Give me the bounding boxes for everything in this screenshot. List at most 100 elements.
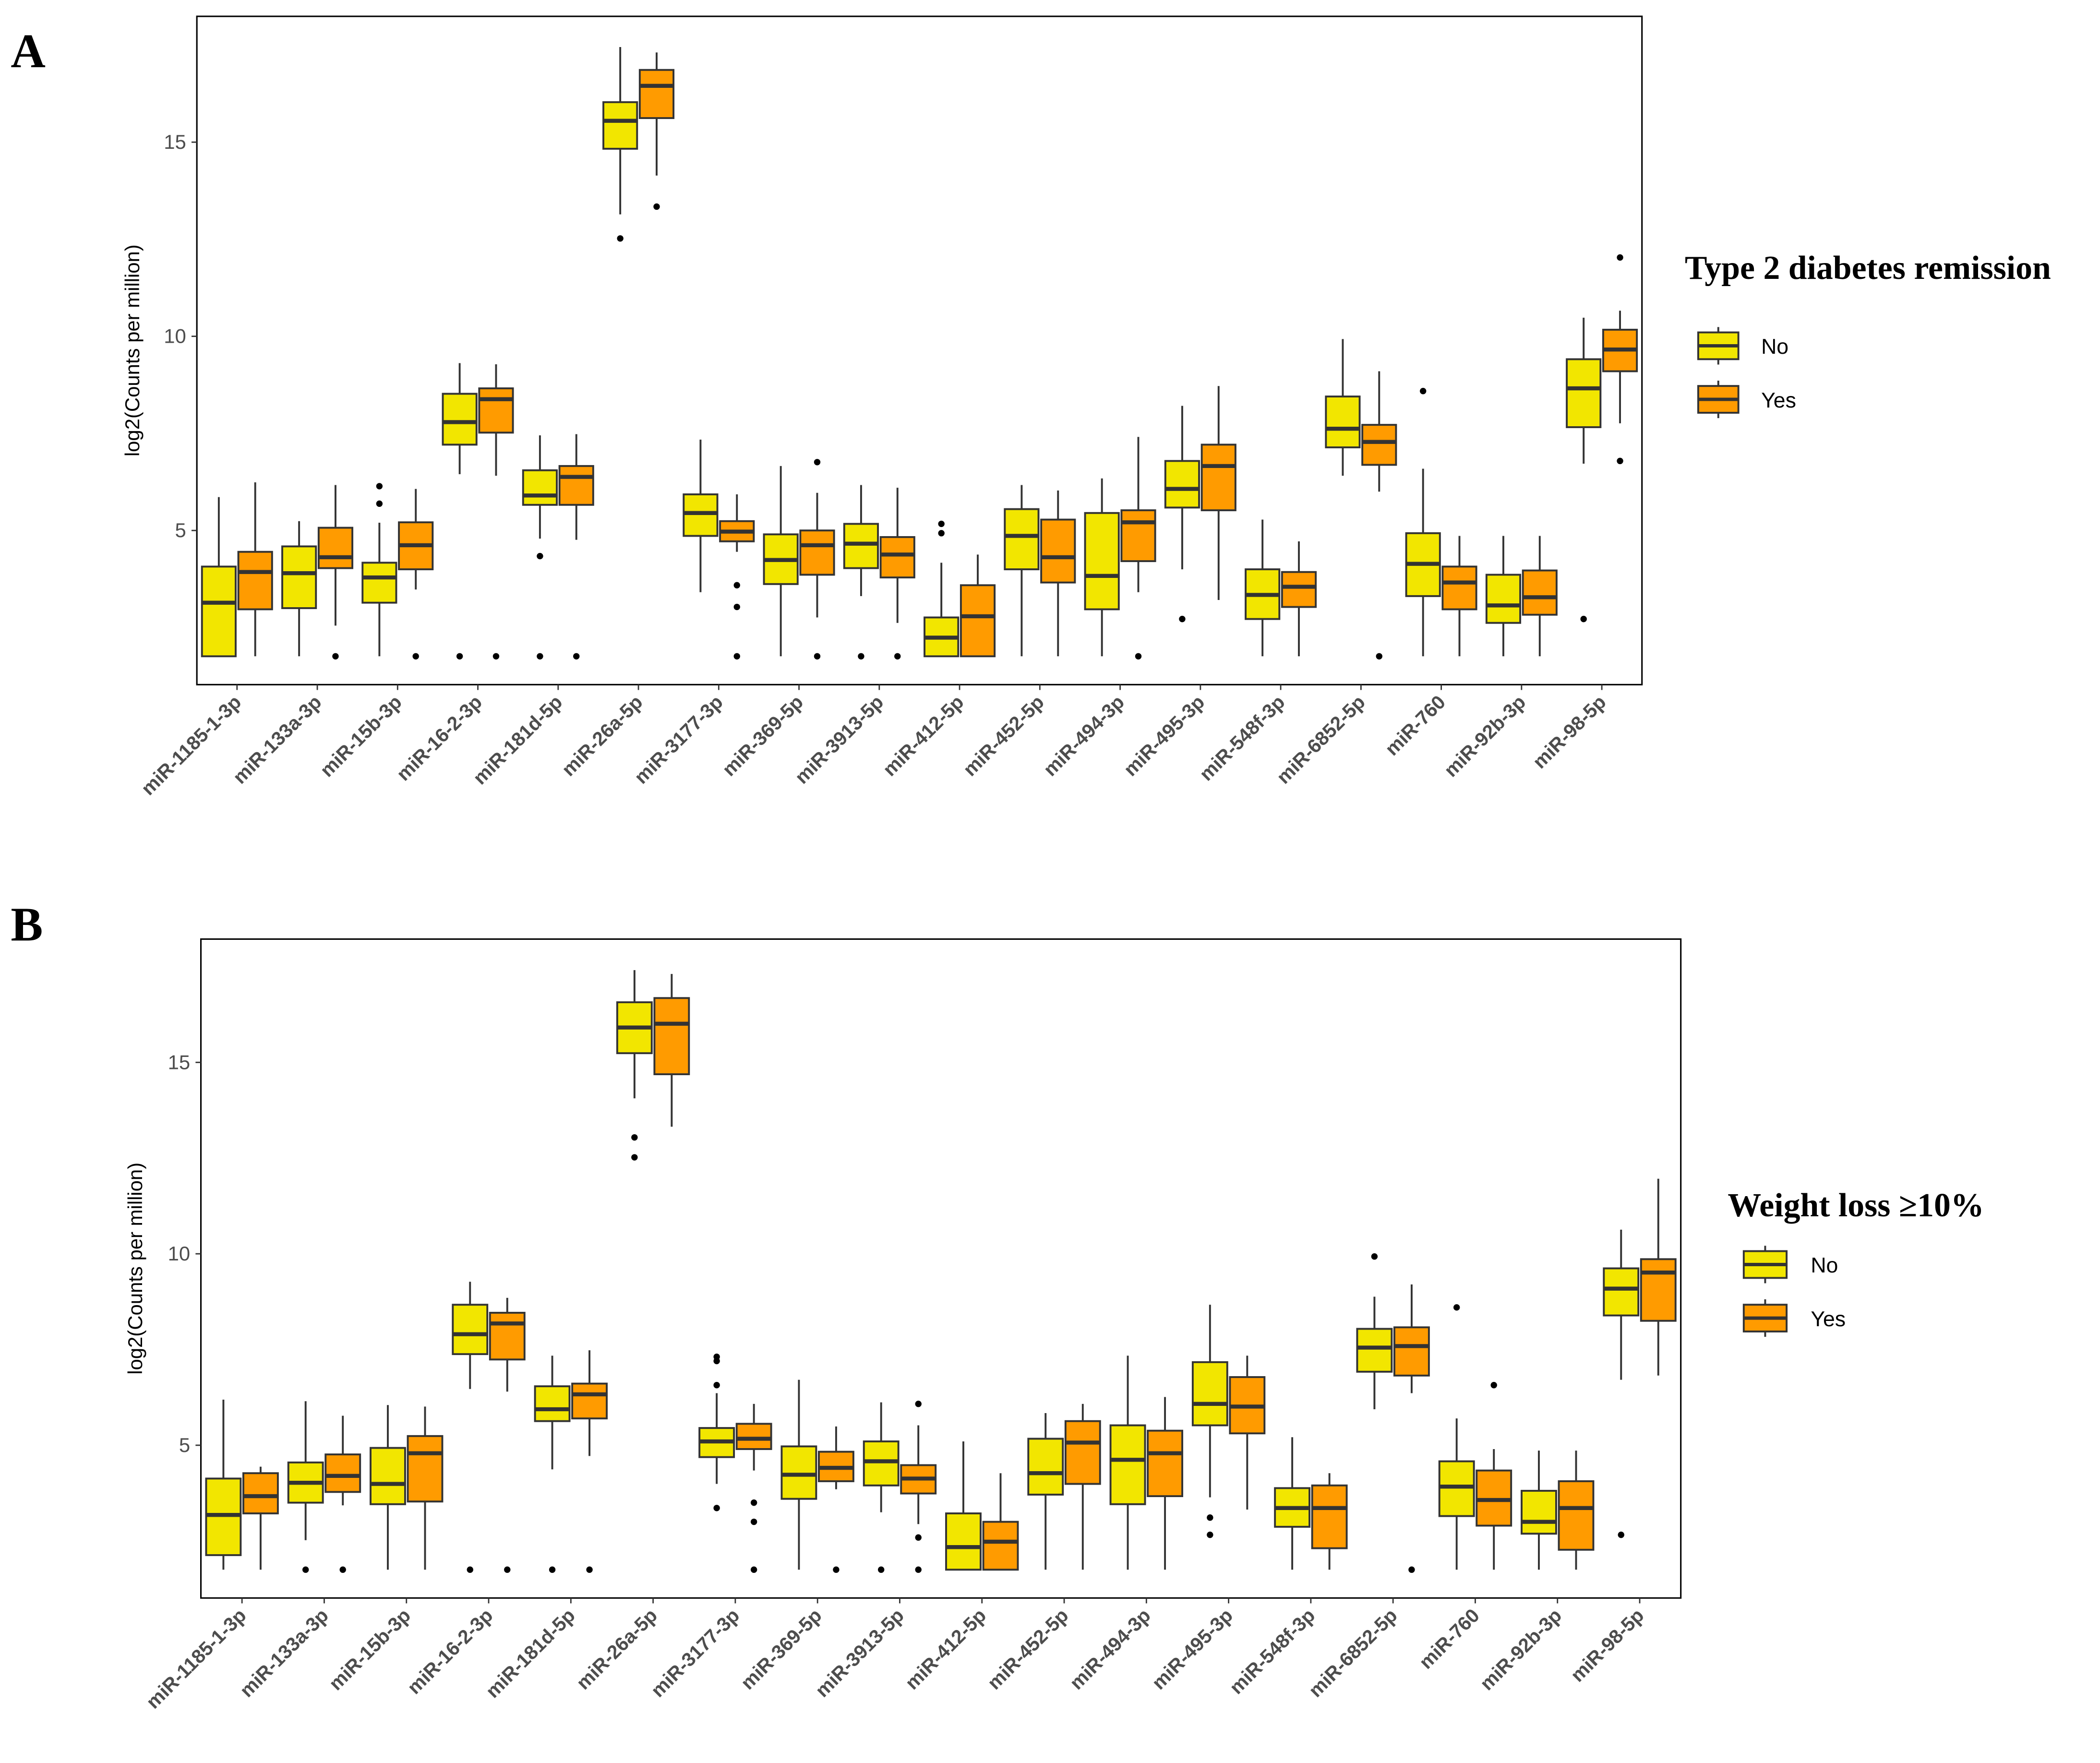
box-iqr (780, 1445, 817, 1500)
box-no (442, 363, 478, 660)
box-yes (653, 974, 690, 1127)
legend: Weight loss ≥10% No Yes (1728, 1187, 1984, 1337)
box-yes (478, 364, 514, 660)
x-tick-label: miR-495-3p (1147, 1604, 1237, 1694)
box-yes (1120, 437, 1156, 660)
box-iqr (1084, 512, 1120, 611)
box-no (683, 439, 719, 592)
box-no (698, 1354, 735, 1511)
box-yes (237, 482, 273, 657)
x-tick-label: miR-494-3p (1039, 691, 1128, 780)
box-iqr (1603, 1267, 1640, 1317)
box-yes (1229, 1355, 1266, 1510)
outlier-point (1135, 653, 1142, 660)
box-yes (879, 488, 915, 660)
outlier-point (1207, 1514, 1213, 1521)
box-yes (242, 1466, 279, 1570)
outlier-point (733, 582, 740, 588)
outlier-point (631, 1134, 638, 1141)
y-tick-label: 15 (164, 131, 186, 153)
box-iqr (442, 393, 478, 446)
box-yes (1476, 1382, 1512, 1570)
y-tick-label: 10 (168, 1242, 191, 1265)
outlier-point (938, 530, 945, 537)
box-no (1485, 536, 1522, 657)
box-iqr (571, 1382, 608, 1420)
box-iqr (653, 997, 690, 1076)
box-iqr (281, 545, 317, 609)
box-iqr (317, 527, 354, 569)
box-no (287, 1401, 324, 1573)
legend-label: No (1811, 1254, 1838, 1277)
box-no (452, 1282, 489, 1573)
outlier-point (814, 653, 821, 660)
box-iqr (1441, 565, 1477, 611)
outlier-point (713, 1505, 720, 1511)
box-no (205, 1400, 242, 1570)
box-iqr (1566, 358, 1602, 428)
outlier-point (617, 235, 624, 242)
box-no (1274, 1437, 1311, 1570)
outlier-point (302, 1566, 309, 1573)
box-iqr (1004, 508, 1040, 571)
box-yes (1311, 1473, 1348, 1570)
outlier-point (1453, 1304, 1460, 1311)
box-no (1603, 1229, 1640, 1538)
box-no (945, 1441, 982, 1571)
x-tick-label: miR-369-5p (718, 691, 807, 780)
x-tick-label: miR-15b-3p (316, 691, 406, 781)
outlier-point (833, 1566, 840, 1573)
box-iqr (1640, 1258, 1677, 1322)
box-no (370, 1405, 406, 1570)
box-yes (638, 52, 675, 210)
box-yes (1393, 1284, 1430, 1573)
legend-item-yes: Yes (1697, 380, 1796, 419)
box-yes (571, 1350, 608, 1573)
outlier-point (492, 653, 500, 660)
x-tick-label: miR-1185-1-3p (137, 691, 245, 799)
outlier-point (1617, 457, 1623, 465)
outlier-point (750, 1518, 757, 1525)
x-tick-label: miR-760 (1380, 691, 1450, 760)
outlier-point (750, 1566, 757, 1573)
legend-label: Yes (1811, 1307, 1846, 1331)
outlier-point (1618, 1531, 1624, 1538)
box-iqr (1361, 424, 1397, 466)
legend-title: Weight loss ≥10% (1728, 1187, 1984, 1224)
box-iqr (1120, 509, 1156, 563)
outlier-point (1371, 1253, 1378, 1260)
box-iqr (843, 523, 879, 569)
y-tick-label: 10 (164, 325, 186, 348)
outlier-point (733, 603, 740, 611)
outlier-point (878, 1566, 885, 1573)
x-tick-label: miR-494-3p (1065, 1604, 1155, 1694)
box-yes (1558, 1451, 1595, 1570)
box-iqr (489, 1312, 526, 1361)
legend-label: Yes (1761, 389, 1796, 412)
box-iqr (1109, 1424, 1146, 1505)
box-iqr (1164, 460, 1200, 509)
outlier-point (1420, 388, 1427, 395)
box-yes (398, 489, 434, 660)
panel-label: B (11, 897, 43, 951)
box-iqr (982, 1521, 1019, 1571)
legend: Type 2 diabetes remission No Yes (1685, 250, 2051, 419)
outlier-point (938, 520, 945, 528)
outlier-point (573, 653, 580, 660)
legend-label: No (1761, 335, 1788, 359)
box-no (1356, 1253, 1393, 1410)
x-tick-label: miR-26a-5p (572, 1604, 661, 1694)
box-no (1191, 1305, 1228, 1538)
box-iqr (201, 565, 237, 658)
box-no (1566, 317, 1602, 623)
box-no (1521, 1451, 1557, 1570)
box-iqr (879, 536, 915, 579)
legend-title: Type 2 diabetes remission (1685, 250, 2051, 287)
x-tick-label: miR-412-5p (901, 1604, 991, 1694)
box-yes (558, 434, 594, 660)
box-iqr (945, 1512, 982, 1571)
box-iqr (1522, 569, 1558, 616)
outlier-point (1207, 1531, 1213, 1538)
box-iqr (1393, 1326, 1430, 1377)
x-tick-label: miR-369-5p (736, 1604, 826, 1694)
